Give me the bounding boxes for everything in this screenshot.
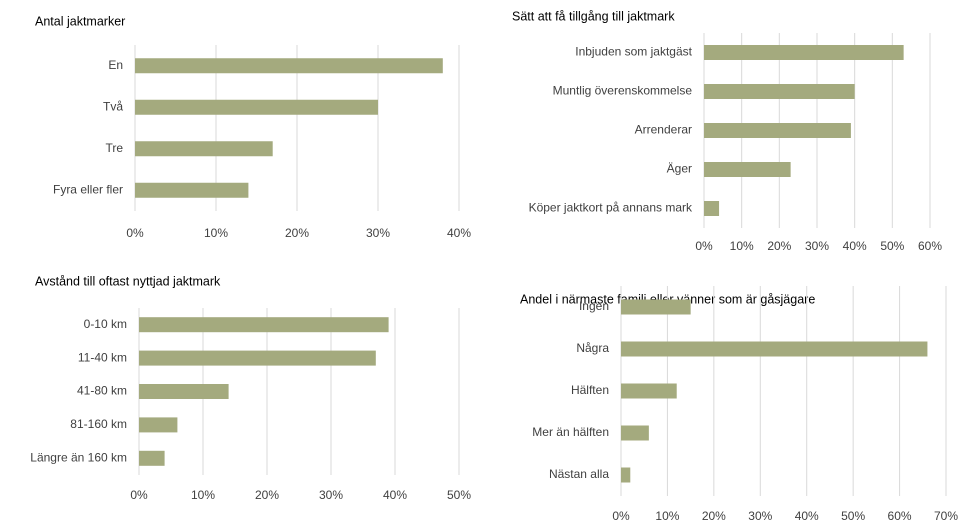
bar	[139, 450, 165, 466]
y-tick-label: 0-10 km	[84, 317, 127, 331]
y-tick-label: Äger	[667, 162, 692, 176]
chart-title: Sätt att få tillgång till jaktmark	[512, 9, 675, 23]
x-tick-label: 30%	[319, 488, 343, 502]
y-tick-label: Inbjuden som jaktgäst	[575, 45, 692, 59]
y-tick-label: 41-80 km	[77, 384, 127, 398]
x-tick-label: 40%	[843, 239, 867, 253]
x-tick-label: 20%	[255, 488, 279, 502]
x-tick-label: 70%	[934, 509, 958, 523]
y-tick-label: Nästan alla	[549, 467, 609, 481]
x-tick-label: 20%	[285, 226, 309, 240]
chart-title: Avstånd till oftast nyttjad jaktmark	[35, 274, 221, 288]
bar	[139, 317, 389, 333]
bar	[704, 123, 851, 138]
x-tick-label: 0%	[695, 239, 713, 253]
bar	[139, 350, 376, 366]
y-tick-label: Fyra eller fler	[53, 182, 123, 196]
bar	[704, 201, 720, 216]
x-tick-label: 30%	[805, 239, 829, 253]
bar	[621, 467, 631, 483]
y-tick-label: 81-160 km	[70, 417, 127, 431]
chart-title: Antal jaktmarker	[35, 14, 125, 28]
x-tick-label: 40%	[795, 509, 819, 523]
bar	[135, 182, 249, 198]
y-tick-label: Arrenderar	[635, 123, 692, 137]
bar	[139, 417, 178, 433]
y-tick-label: Längre än 160 km	[30, 450, 127, 464]
y-tick-label: Några	[576, 341, 609, 355]
x-tick-label: 10%	[655, 509, 679, 523]
x-tick-label: 20%	[767, 239, 791, 253]
y-tick-label: Två	[103, 99, 123, 113]
x-tick-label: 0%	[612, 509, 630, 523]
bar	[704, 84, 855, 99]
x-tick-label: 60%	[918, 239, 942, 253]
x-tick-label: 10%	[730, 239, 754, 253]
x-tick-label: 10%	[204, 226, 228, 240]
y-tick-label: Ingen	[579, 299, 609, 313]
x-tick-label: 20%	[702, 509, 726, 523]
bar	[135, 58, 443, 74]
bar	[135, 141, 273, 157]
x-tick-label: 0%	[130, 488, 148, 502]
bar	[621, 383, 677, 399]
x-tick-label: 60%	[888, 509, 912, 523]
bar	[621, 299, 691, 315]
x-tick-label: 0%	[126, 226, 144, 240]
y-tick-label: Köper jaktkort på annans mark	[529, 201, 693, 215]
bar	[704, 162, 791, 177]
x-tick-label: 50%	[447, 488, 471, 502]
x-tick-label: 30%	[748, 509, 772, 523]
y-tick-label: En	[108, 58, 123, 72]
x-tick-label: 50%	[841, 509, 865, 523]
bar	[135, 99, 378, 115]
y-tick-label: Muntlig överenskommelse	[553, 84, 693, 98]
bar	[621, 425, 649, 441]
bar	[621, 341, 928, 357]
y-tick-label: 11-40 km	[78, 350, 127, 364]
bar	[704, 45, 904, 60]
x-tick-label: 30%	[366, 226, 390, 240]
x-tick-label: 40%	[447, 226, 471, 240]
x-tick-label: 50%	[880, 239, 904, 253]
x-tick-label: 40%	[383, 488, 407, 502]
y-tick-label: Hälften	[571, 383, 609, 397]
y-tick-label: Mer än hälften	[532, 425, 609, 439]
x-tick-label: 10%	[191, 488, 215, 502]
y-tick-label: Tre	[105, 141, 123, 155]
bar	[139, 384, 229, 399]
